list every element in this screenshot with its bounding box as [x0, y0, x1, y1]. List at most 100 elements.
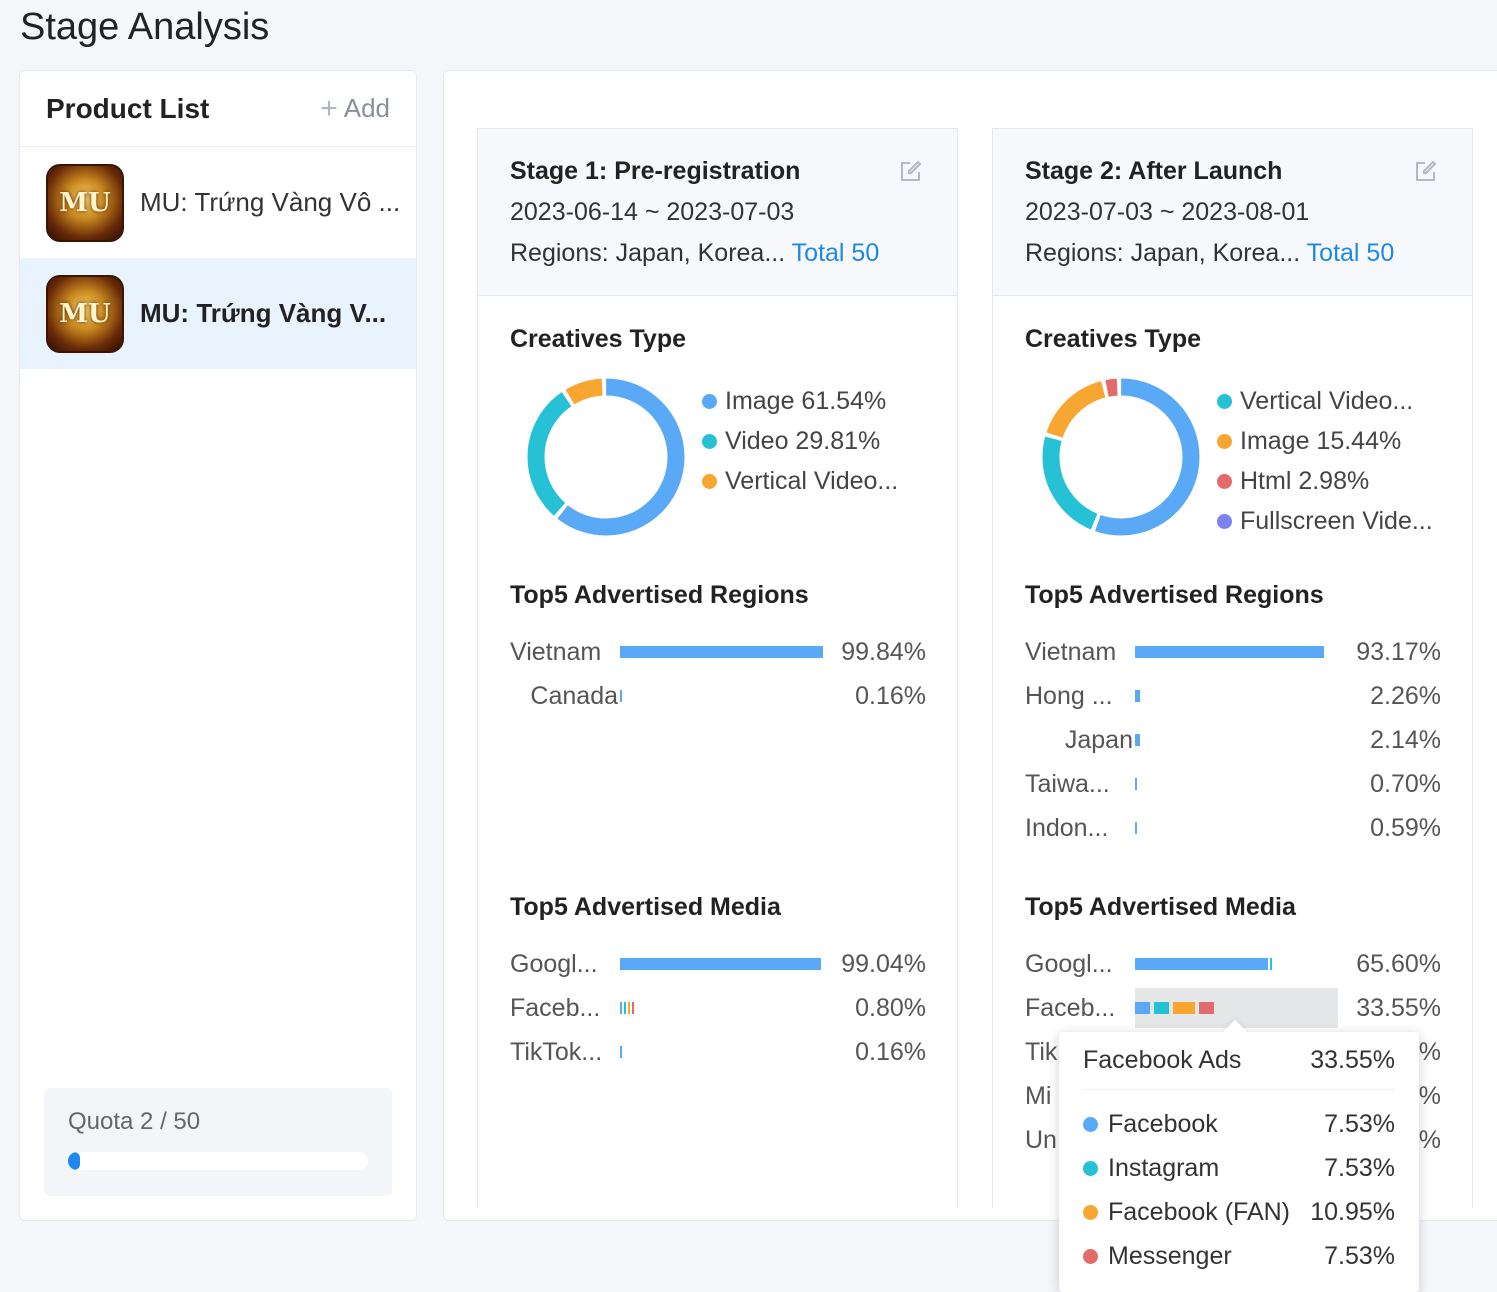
- product-name: MU: Trứng Vàng V...: [140, 298, 387, 328]
- product-item[interactable]: MU MU: Trứng Vàng Vô ...: [20, 147, 416, 258]
- region-bar-track: [1135, 778, 1340, 790]
- legend-item[interactable]: Image 61.54%: [702, 381, 898, 421]
- tooltip-title: Facebook Ads: [1083, 1046, 1242, 1074]
- media-bar-track: [620, 1046, 825, 1058]
- tooltip-row-name: Instagram: [1083, 1154, 1219, 1183]
- media-label: Googl...: [1025, 949, 1113, 978]
- media-value: 0.16%: [855, 1037, 926, 1066]
- media-label: Mi: [1025, 1081, 1052, 1110]
- creatives-type-title: Creatives Type: [510, 325, 687, 353]
- legend-label: Fullscreen Vide...: [1240, 506, 1433, 535]
- tooltip-dot-icon: [1083, 1116, 1098, 1132]
- media-bar-row[interactable]: Googl... 65.60%: [1025, 942, 1441, 986]
- region-value: 2.14%: [1370, 725, 1441, 754]
- tooltip-row-name: Messenger: [1083, 1242, 1232, 1271]
- legend-item[interactable]: Vertical Video...: [702, 461, 898, 501]
- region-bar-row[interactable]: Indon... 0.59%: [1025, 806, 1441, 850]
- stage-card: Stage 1: Pre-registration 2023-06-14 ~ 20…: [477, 128, 958, 1208]
- region-bar-row[interactable]: Vietnam 93.17%: [1025, 630, 1441, 674]
- creatives-donut-chart[interactable]: [526, 377, 686, 537]
- legend-item[interactable]: Vertical Video...: [1217, 381, 1433, 421]
- media-bar-row[interactable]: Un%: [1025, 1118, 1441, 1162]
- region-value: 0.59%: [1370, 813, 1441, 842]
- legend-dot-icon: [1217, 513, 1232, 529]
- region-bar-fill: [1135, 778, 1137, 790]
- media-bar-row[interactable]: Mi%: [1025, 1074, 1441, 1118]
- media-bar-segment: [1173, 1002, 1195, 1014]
- media-value: 65.60%: [1356, 949, 1441, 978]
- region-bar-row[interactable]: Hong ... 2.26%: [1025, 674, 1441, 718]
- legend-label: Image 61.54%: [725, 386, 887, 415]
- region-bar-fill: [620, 646, 823, 658]
- media-label: Googl...: [510, 949, 598, 978]
- tooltip-row-value: 7.53%: [1324, 1153, 1395, 1182]
- product-list-panel: Product List + Add MU MU: Trứng Vàng Vô …: [19, 70, 417, 1221]
- region-bar-track: [1135, 822, 1340, 834]
- media-bar-segment: [628, 1002, 630, 1014]
- media-bar-segment: [632, 1002, 634, 1014]
- tooltip-total: 33.55%: [1310, 1046, 1395, 1074]
- legend-item[interactable]: Video 29.81%: [702, 421, 898, 461]
- tooltip-header: Facebook Ads 33.55%: [1083, 1032, 1395, 1090]
- edit-icon[interactable]: [1414, 159, 1438, 183]
- legend-item[interactable]: Fullscreen Vide...: [1217, 501, 1433, 541]
- add-product-button[interactable]: + Add: [320, 92, 390, 126]
- region-label: Vietnam: [510, 637, 602, 666]
- legend-dot-icon: [1217, 473, 1232, 489]
- media-bar-segment: [1199, 1002, 1214, 1014]
- edit-icon[interactable]: [899, 159, 923, 183]
- media-bar-fill: [1135, 958, 1268, 970]
- media-bar-row[interactable]: TikTok... 0.16%: [510, 1030, 926, 1074]
- media-tooltip: Facebook Ads 33.55% Facebook 7.53% Instagr…: [1059, 1032, 1419, 1292]
- product-icon: MU: [46, 274, 124, 353]
- media-bar-track: [620, 1002, 825, 1014]
- legend-dot-icon: [702, 433, 717, 449]
- region-bar-track: [620, 690, 825, 702]
- media-bar-row[interactable]: Faceb... 0.80%: [510, 986, 926, 1030]
- region-bar-row[interactable]: Canada 0.16%: [510, 674, 926, 718]
- creatives-legend: Vertical Video... Image 15.44% Html 2.98% F…: [1217, 381, 1433, 541]
- media-bar-track: [620, 958, 825, 970]
- stage-title: Stage 1: Pre-registration: [510, 157, 801, 185]
- tooltip-dot-icon: [1083, 1204, 1098, 1220]
- region-label: Taiwa...: [1025, 769, 1110, 798]
- region-value: 0.70%: [1370, 769, 1441, 798]
- media-label: Un: [1025, 1125, 1057, 1154]
- legend-item[interactable]: Image 15.44%: [1217, 421, 1433, 461]
- region-label: Hong ...: [1025, 681, 1113, 710]
- quota-box: Quota 2 / 50: [44, 1088, 392, 1196]
- quota-progress-track: [68, 1152, 368, 1170]
- media-value: %: [1418, 1037, 1441, 1066]
- region-bar-fill: [1135, 734, 1140, 746]
- stage-total-link[interactable]: Total 50: [791, 239, 880, 267]
- product-item-selected[interactable]: MU MU: Trứng Vàng V...: [20, 258, 416, 369]
- region-value: 99.84%: [841, 637, 926, 666]
- media-bar-segment: [1135, 1002, 1150, 1014]
- tooltip-row: Instagram 7.53%: [1083, 1146, 1395, 1190]
- region-bar-row[interactable]: Vietnam 99.84%: [510, 630, 926, 674]
- tooltip-row-label: Facebook (FAN): [1108, 1197, 1291, 1226]
- donut-slice: [527, 378, 685, 536]
- media-value: 0.80%: [855, 993, 926, 1022]
- region-bar-fill: [1135, 646, 1324, 658]
- creatives-donut-chart[interactable]: [1041, 377, 1201, 537]
- product-list-title: Product List: [46, 92, 210, 124]
- region-bar-row[interactable]: Japan 2.14%: [1025, 718, 1441, 762]
- stage-panel: Stage 1: Pre-registration 2023-06-14 ~ 20…: [443, 70, 1497, 1221]
- media-value: %: [1418, 1081, 1441, 1110]
- region-label: Canada: [530, 681, 618, 710]
- media-bar-row[interactable]: Tik%: [1025, 1030, 1441, 1074]
- stage-total-link[interactable]: Total 50: [1306, 239, 1395, 267]
- region-bar-row[interactable]: Taiwa... 0.70%: [1025, 762, 1441, 806]
- creatives-type-title: Creatives Type: [1025, 325, 1202, 353]
- quota-progress-fill: [68, 1152, 80, 1170]
- media-bar-fill: [620, 958, 821, 970]
- stage-header: Stage 1: Pre-registration 2023-06-14 ~ 20…: [478, 129, 957, 296]
- legend-item[interactable]: Html 2.98%: [1217, 461, 1433, 501]
- media-label: TikTok...: [510, 1037, 603, 1066]
- media-bar-row[interactable]: Googl... 99.04%: [510, 942, 926, 986]
- tooltip-row-name: Facebook: [1083, 1110, 1218, 1139]
- region-label: Japan: [1064, 725, 1133, 754]
- media-bar-fill: [620, 1046, 622, 1058]
- region-value: 0.16%: [855, 681, 926, 710]
